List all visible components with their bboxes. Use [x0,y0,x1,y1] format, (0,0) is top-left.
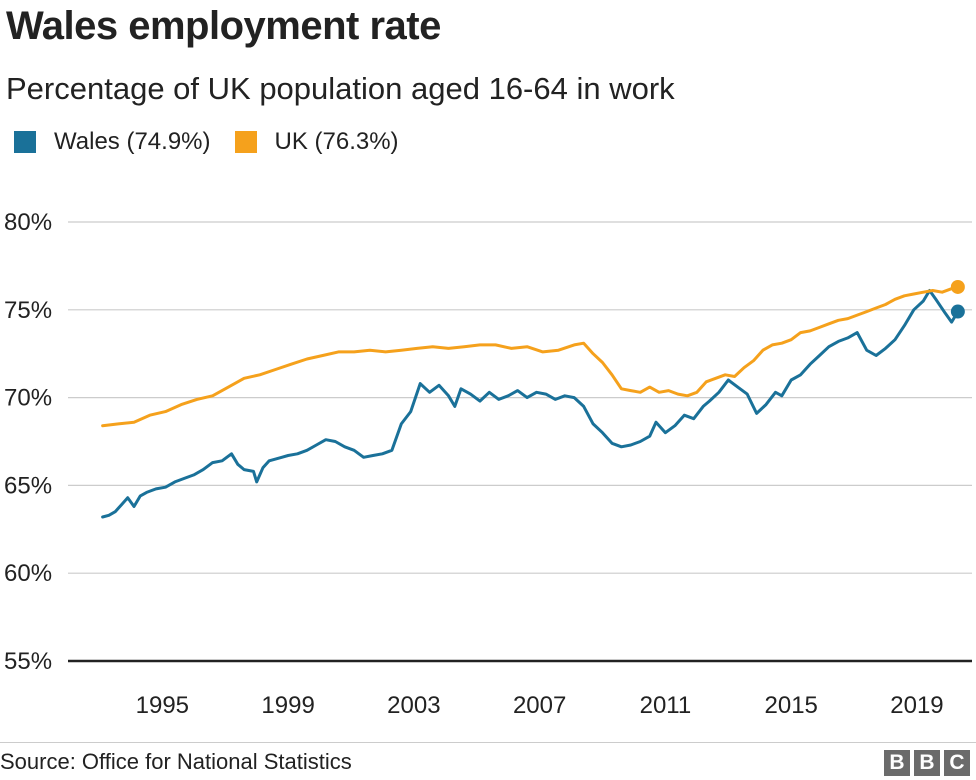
legend-item-wales: Wales (74.9%) [14,128,211,156]
y-tick-label: 65% [4,472,52,499]
bbc-logo-letter: B [884,750,910,776]
x-tick-label: 2003 [387,692,440,719]
x-tick-label: 2007 [513,692,566,719]
y-tick-label: 80% [4,209,52,236]
x-tick-label: 2015 [765,692,818,719]
series-line-1 [101,285,960,428]
legend-label-wales: Wales (74.9%) [54,128,211,155]
series-end-marker-1 [950,279,965,294]
x-tick-label: 2011 [640,692,692,719]
y-tick-label: 55% [4,648,52,675]
chart-title: Wales employment rate [6,4,441,48]
bbc-logo-letter: B [914,750,940,776]
y-tick-label: 60% [4,560,52,587]
footer-divider [0,742,976,743]
bbc-logo-letter: C [944,750,970,776]
y-tick-label: 75% [4,297,52,324]
legend-item-uk: UK (76.3%) [234,128,399,156]
source-note: Source: Office for National Statistics [0,749,352,774]
legend-swatch-wales [14,131,36,153]
chart-subtitle: Percentage of UK population aged 16-64 i… [6,71,675,106]
line-chart: 55% 60% 65% 70% 75% 80% 1995 1999 2003 2007 2011 20… [4,209,972,719]
series-end-marker-0 [950,304,965,319]
x-tick-label: 1995 [136,692,189,719]
bbc-logo: B B C [880,750,970,776]
legend-swatch-uk [234,131,257,153]
legend: Wales (74.9%) UK (76.3%) [14,128,423,156]
x-tick-label: 1999 [261,692,314,719]
x-tick-label: 2019 [890,692,943,719]
y-tick-label: 70% [4,385,52,412]
series-line-0 [101,289,960,519]
footer: Source: Office for National Statistics B… [0,742,976,780]
legend-label-uk: UK (76.3%) [274,128,399,155]
